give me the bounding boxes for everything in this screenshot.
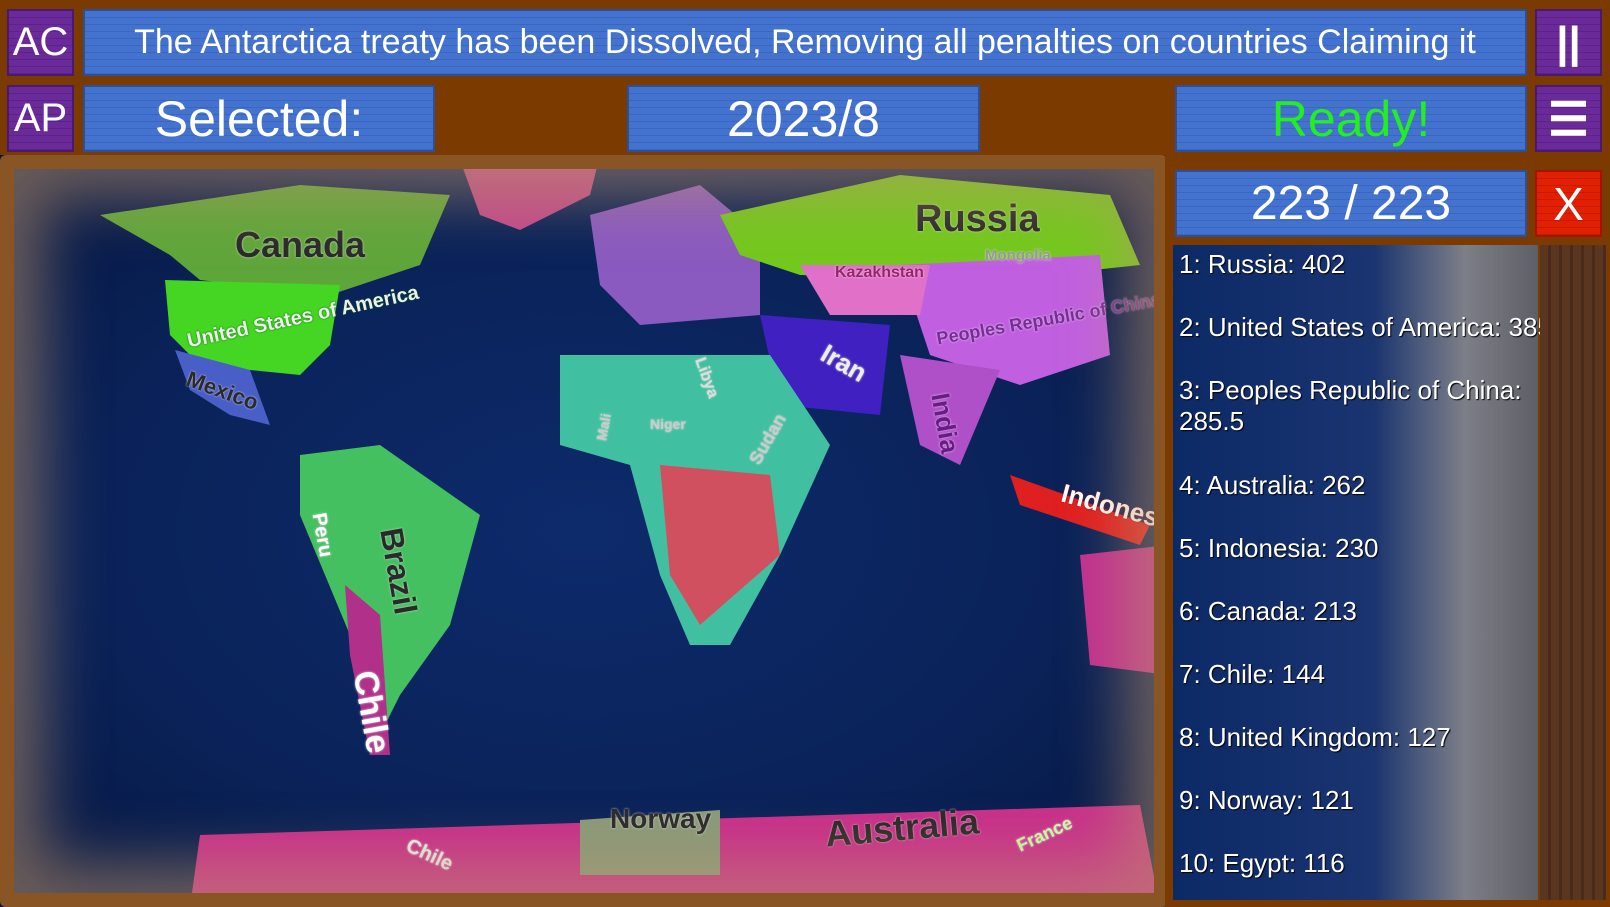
hamburger-menu-icon: ☰ (1547, 92, 1590, 145)
ranking-item[interactable]: 3: Peoples Republic of China: 285.5 (1179, 375, 1522, 436)
ranking-item[interactable]: 4: Australia: 262 (1179, 470, 1366, 500)
ranking-item[interactable]: 10: Egypt: 116 (1179, 848, 1345, 878)
chile (345, 585, 390, 755)
map-label-mongolia: Mongolia (985, 247, 1051, 264)
list-scrollbar[interactable] (1540, 245, 1606, 900)
close-panel-button[interactable]: X (1535, 170, 1602, 237)
europe (590, 185, 760, 325)
kazakhstan (800, 265, 930, 315)
map-label-russia: Russia (915, 198, 1040, 240)
indonesia (1010, 475, 1150, 545)
announcement-banner: The Antarctica treaty has been Dissolved… (83, 9, 1527, 76)
south-america (300, 445, 480, 755)
menu-button[interactable]: ☰ (1535, 85, 1602, 152)
mexico (175, 350, 270, 425)
india (900, 355, 1000, 465)
ranking-item[interactable]: 8: United Kingdom: 127 (1179, 722, 1451, 752)
ranking-item[interactable]: 9: Norway: 121 (1179, 785, 1354, 815)
australia (1080, 545, 1168, 675)
ranking-item[interactable]: 6: Canada: 213 (1179, 596, 1357, 626)
ranking-item[interactable]: 7: Chile: 144 (1179, 659, 1325, 689)
ranking-item[interactable]: 1: Russia: 402 (1179, 249, 1346, 279)
ready-status-button[interactable]: Ready! (1175, 85, 1527, 152)
usa (165, 280, 340, 375)
russia (720, 175, 1140, 280)
china (900, 255, 1110, 385)
ac-button[interactable]: AC (7, 9, 74, 76)
ranking-list[interactable]: 1: Russia: 402 2: United States of Ameri… (1173, 245, 1574, 900)
greenland (460, 155, 600, 230)
map-label-niger: Niger (650, 416, 686, 432)
pause-button[interactable]: || (1535, 9, 1602, 76)
ap-button[interactable]: AP (7, 85, 74, 152)
map-label-norway: Norway (610, 803, 712, 834)
date-display: 2023/8 (627, 85, 980, 152)
canada (100, 185, 450, 295)
antarctica-norway (580, 810, 720, 875)
ranking-item[interactable]: 5: Indonesia: 230 (1179, 533, 1379, 563)
ranking-item[interactable]: 2: United States of America: 385.5 (1179, 312, 1574, 342)
world-map[interactable]: Canada Russia United States of America M… (0, 155, 1168, 907)
map-label-kazakhstan: Kazakhstan (835, 264, 924, 281)
map-shapes[interactable] (0, 155, 1168, 907)
country-count: 223 / 223 (1175, 170, 1527, 237)
map-label-canada: Canada (235, 224, 366, 265)
selected-display: Selected: (83, 85, 435, 152)
central-africa (660, 465, 780, 625)
pause-icon: || (1556, 17, 1581, 67)
